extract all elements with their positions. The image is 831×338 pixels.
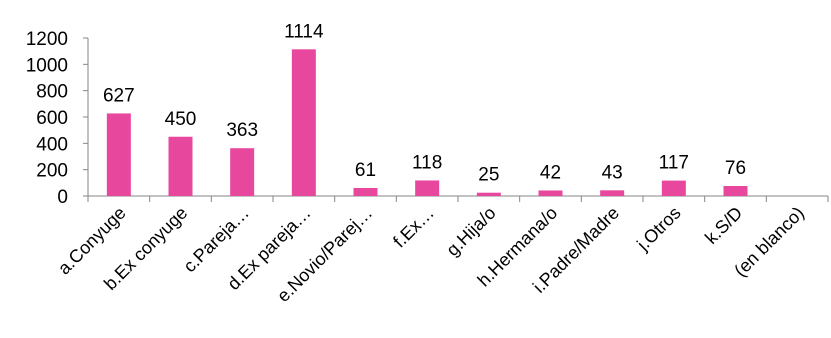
data-label: 25 xyxy=(478,165,499,186)
bar xyxy=(476,192,501,196)
bar xyxy=(291,49,316,196)
data-labels: 627 450 363 1114 61 118 25 42 43 117 76 xyxy=(103,21,746,185)
y-tick-label: 400 xyxy=(36,134,68,155)
y-axis-ticks: 0 200 400 600 800 1000 1200 xyxy=(26,29,88,208)
data-label: 627 xyxy=(103,85,135,106)
data-label: 450 xyxy=(165,109,197,130)
data-label: 1114 xyxy=(284,21,324,42)
y-axis: 0 200 400 600 800 1000 1200 xyxy=(26,29,89,208)
y-tick-label: 0 xyxy=(57,187,68,208)
data-label: 76 xyxy=(725,158,746,179)
x-tick-label: k.S/D xyxy=(701,203,746,248)
data-label: 363 xyxy=(226,120,258,141)
data-label: 117 xyxy=(659,153,689,174)
bar xyxy=(106,113,131,196)
x-tick-label: f.Ex… xyxy=(389,203,438,252)
data-label: 118 xyxy=(412,152,442,173)
bar xyxy=(723,185,748,196)
y-tick-label: 200 xyxy=(36,161,68,182)
y-tick-label: 1000 xyxy=(26,55,68,76)
y-tick-label: 800 xyxy=(36,82,68,103)
bar xyxy=(353,187,378,196)
bar xyxy=(600,190,625,196)
data-label: 61 xyxy=(355,160,376,181)
bar xyxy=(168,136,193,196)
x-tick-label: g.Hija/o xyxy=(442,203,499,260)
data-label: 42 xyxy=(540,162,561,183)
bar xyxy=(538,190,563,196)
bar xyxy=(661,180,686,196)
y-tick-label: 600 xyxy=(36,108,68,129)
bar xyxy=(230,148,255,196)
bar xyxy=(415,180,440,196)
x-tick-label: j.Otros xyxy=(632,203,684,255)
bar-series xyxy=(106,49,748,196)
y-tick-label: 1200 xyxy=(26,29,68,50)
data-label: 43 xyxy=(602,162,623,183)
